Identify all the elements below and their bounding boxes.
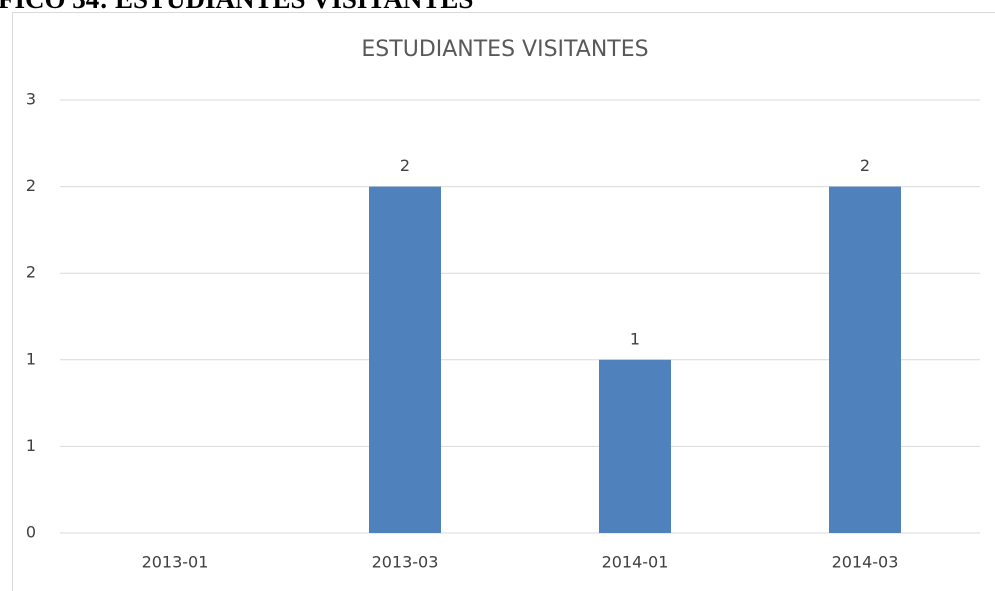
y-tick-label: 2 xyxy=(26,176,36,195)
x-tick-label: 2013-01 xyxy=(142,553,209,572)
x-tick-label: 2014-03 xyxy=(832,553,899,572)
heading: FICO 34: ESTUDIANTES VISITANTES xyxy=(0,0,473,14)
x-tick-label: 2013-03 xyxy=(372,553,439,572)
bar xyxy=(599,359,671,533)
y-tick-label: 3 xyxy=(26,90,36,109)
x-tick-label: 2014-01 xyxy=(602,553,669,572)
bar xyxy=(829,186,901,533)
chart-title: ESTUDIANTES VISITANTES xyxy=(361,37,648,62)
bar xyxy=(369,186,441,533)
data-label: 1 xyxy=(630,329,640,348)
y-tick-label: 1 xyxy=(26,436,36,455)
data-label: 2 xyxy=(860,156,870,175)
y-tick-label: 1 xyxy=(26,349,36,368)
y-tick-label: 0 xyxy=(26,523,36,542)
data-label: 2 xyxy=(400,156,410,175)
y-tick-label: 2 xyxy=(26,263,36,282)
